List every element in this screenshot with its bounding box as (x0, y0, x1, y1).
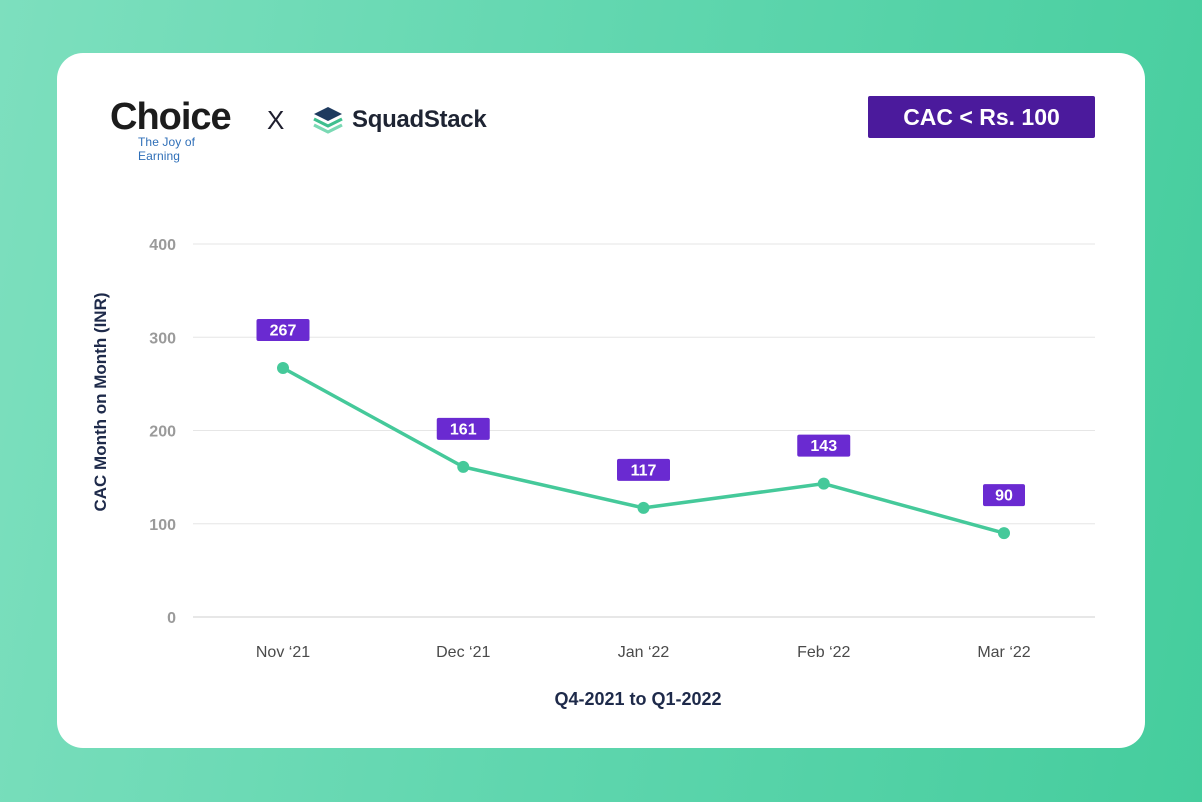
choice-logo: Choice The Joy of Earning (110, 97, 240, 163)
data-label-box (617, 458, 670, 481)
y-tick-label: 300 (149, 330, 176, 347)
y-tick-label: 200 (149, 424, 176, 441)
data-label-text: 143 (810, 438, 837, 455)
choice-logo-tagline: The Joy of Earning (138, 135, 196, 163)
squadstack-logo-name: SquadStack (352, 106, 487, 133)
data-point (998, 527, 1010, 540)
x-tick-label: Mar ‘22 (977, 644, 1030, 661)
data-point (817, 477, 830, 490)
data-point (277, 362, 289, 375)
squadstack-stack-icon (313, 107, 343, 134)
chart-card: Choice The Joy of Earning X SquadStack C… (57, 53, 1145, 748)
grid-lines (193, 243, 1095, 618)
data-label: 143 (797, 434, 851, 457)
brand-separator: X (267, 105, 285, 135)
data-points (277, 362, 1010, 540)
data-label: 90 (983, 484, 1025, 507)
choice-logo-name: Choice (110, 96, 232, 138)
x-tick-label: Nov ‘21 (256, 644, 310, 661)
data-label-box (436, 417, 490, 440)
y-tick-labels: 0 100 200 300 400 (149, 237, 176, 627)
data-label-text: 161 (450, 421, 477, 438)
data-label-box (797, 434, 851, 457)
x-tick-label: Jan ‘22 (618, 644, 670, 661)
data-label: 267 (256, 319, 310, 342)
y-tick-label: 400 (149, 237, 176, 254)
data-label: 161 (436, 417, 490, 440)
x-axis-title: Q4-2021 to Q1-2022 (554, 689, 721, 709)
data-label: 117 (617, 458, 670, 481)
data-labels: 267 161 117 143 90 (256, 319, 1025, 507)
data-label-box (983, 484, 1025, 507)
data-label-box (256, 319, 310, 342)
x-tick-label: Dec ‘21 (436, 644, 490, 661)
y-axis-title: CAC Month on Month (INR) (91, 292, 110, 511)
squadstack-logo: SquadStack (312, 105, 487, 135)
x-tick-labels: Nov ‘21 Dec ‘21 Jan ‘22 Feb ‘22 Mar ‘22 (256, 644, 1031, 661)
data-point (637, 501, 650, 514)
y-tick-label: 0 (167, 610, 176, 627)
data-label-text: 117 (631, 462, 657, 479)
data-point (457, 460, 470, 473)
data-label-text: 267 (270, 323, 297, 340)
cac-target-badge: CAC < Rs. 100 (868, 96, 1095, 138)
data-label-text: 90 (995, 488, 1013, 505)
y-tick-label: 100 (149, 517, 176, 534)
x-tick-label: Feb ‘22 (797, 644, 850, 661)
